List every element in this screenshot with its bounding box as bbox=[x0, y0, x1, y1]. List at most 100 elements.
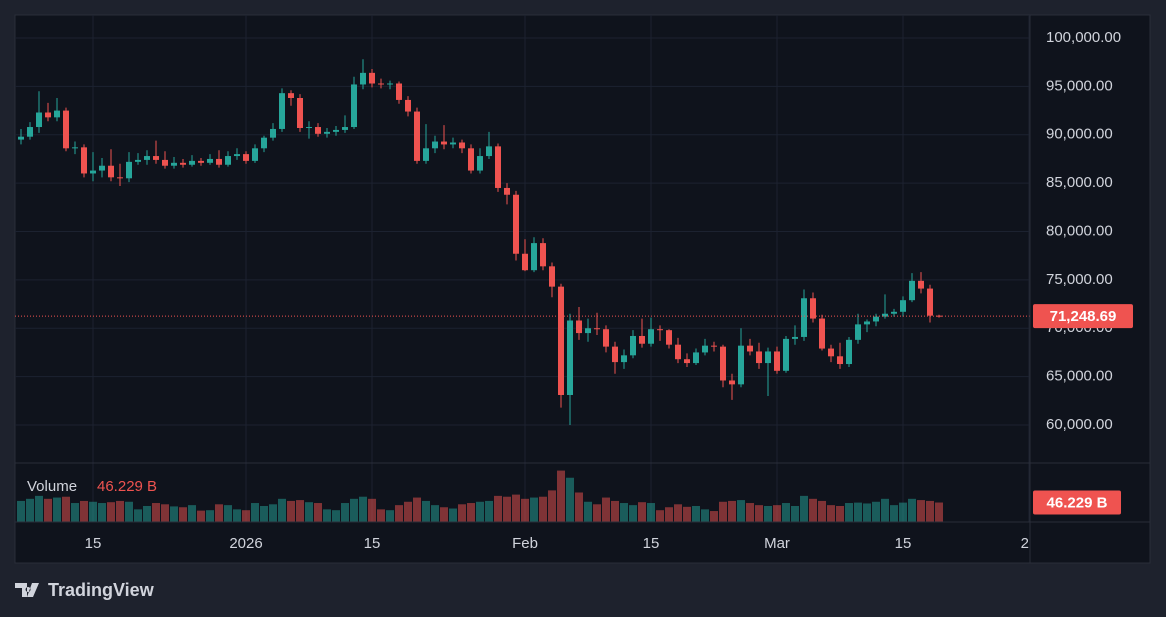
candle-body bbox=[891, 311, 897, 314]
volume-bar bbox=[305, 502, 313, 522]
candle-body bbox=[306, 127, 312, 129]
volume-bar bbox=[773, 505, 781, 522]
candle-body bbox=[261, 137, 267, 149]
volume-bar bbox=[269, 504, 277, 522]
axes: 60,000.0065,000.0070,000.0075,000.0080,0… bbox=[1033, 29, 1133, 515]
volume-bar bbox=[107, 502, 115, 522]
volume-bar bbox=[278, 498, 286, 522]
candle-body bbox=[333, 129, 339, 132]
volume-bar bbox=[287, 500, 295, 522]
candle-body bbox=[702, 345, 708, 353]
candle-body bbox=[216, 158, 222, 165]
volume-bar bbox=[827, 505, 835, 522]
candle-body bbox=[549, 266, 555, 287]
volume-bar bbox=[404, 501, 412, 522]
volume-bar bbox=[449, 508, 457, 522]
candle-body bbox=[765, 351, 771, 364]
candle-body bbox=[918, 280, 924, 289]
x-tick-label: Mar bbox=[764, 535, 790, 552]
volume-bar bbox=[872, 501, 880, 522]
candle-body bbox=[324, 131, 330, 134]
volume-bar bbox=[512, 494, 520, 522]
candle-body bbox=[288, 93, 294, 99]
candle-body bbox=[243, 154, 249, 161]
volume-bar bbox=[638, 502, 646, 522]
candle-body bbox=[180, 162, 186, 165]
volume-bar bbox=[575, 492, 583, 522]
volume-bar bbox=[440, 507, 448, 522]
volume-bar bbox=[674, 504, 682, 522]
candle-body bbox=[54, 110, 60, 118]
candle-body bbox=[486, 146, 492, 157]
candle-body bbox=[459, 142, 465, 149]
logo[interactable]: TradingView bbox=[15, 580, 155, 600]
candle-body bbox=[153, 156, 159, 160]
candle-body bbox=[810, 298, 816, 319]
x-tick-label: 15 bbox=[895, 535, 912, 552]
candle-body bbox=[441, 141, 447, 145]
candle-body bbox=[495, 146, 501, 188]
candle-body bbox=[909, 280, 915, 301]
volume-bar bbox=[593, 504, 601, 522]
volume-bar bbox=[719, 501, 727, 522]
candle-body bbox=[819, 318, 825, 349]
chart-background bbox=[14, 14, 1151, 564]
candle-body bbox=[900, 300, 906, 312]
candle-body bbox=[432, 141, 438, 149]
plot-area: 15 2026 15 Feb 15 Mar 15 29 bbox=[15, 59, 1038, 552]
candle-body bbox=[45, 112, 51, 118]
volume-bar bbox=[89, 501, 97, 522]
volume-bar bbox=[665, 507, 673, 522]
candle-body bbox=[63, 110, 69, 149]
candle-body bbox=[108, 165, 114, 178]
candle-body bbox=[423, 148, 429, 161]
candle-body bbox=[207, 158, 213, 163]
candle-body bbox=[684, 359, 690, 364]
candle-body bbox=[792, 336, 798, 339]
candle-body bbox=[729, 380, 735, 385]
last-volume-label: 46.229 B bbox=[1047, 494, 1108, 511]
volume-bar bbox=[530, 497, 538, 522]
candle-body bbox=[873, 316, 879, 322]
volume-bar bbox=[251, 503, 259, 522]
volume-bar bbox=[782, 503, 790, 522]
volume-bar bbox=[233, 509, 241, 522]
candle-body bbox=[369, 72, 375, 84]
candle-body bbox=[639, 335, 645, 344]
candle-body bbox=[99, 165, 105, 171]
volume-bar bbox=[44, 498, 52, 522]
volume-bar bbox=[386, 510, 394, 522]
brand[interactable]: TradingView bbox=[48, 580, 155, 600]
candle-body bbox=[90, 170, 96, 174]
y-tick-label: 100,000.00 bbox=[1046, 29, 1121, 46]
volume-bar bbox=[143, 505, 151, 522]
logo-icon[interactable] bbox=[15, 583, 39, 597]
volume-bar bbox=[422, 500, 430, 522]
candle-body bbox=[450, 142, 456, 145]
volume-bar bbox=[701, 509, 709, 522]
candle-body bbox=[864, 321, 870, 325]
candle-body bbox=[648, 329, 654, 344]
volume-bar bbox=[260, 505, 268, 522]
candle-body bbox=[18, 136, 24, 140]
candle-body bbox=[801, 298, 807, 337]
volume-bar bbox=[224, 505, 232, 522]
volume-bar bbox=[692, 505, 700, 522]
x-tick-label: 29 bbox=[1021, 535, 1038, 552]
volume-bar bbox=[656, 510, 664, 522]
volume-bar bbox=[548, 490, 556, 522]
x-tick-label: Feb bbox=[512, 535, 538, 552]
candle-body bbox=[846, 339, 852, 365]
candle-body bbox=[567, 320, 573, 395]
y-tick-label: 65,000.00 bbox=[1046, 368, 1113, 385]
volume-bar bbox=[584, 501, 592, 522]
y-tick-label: 75,000.00 bbox=[1046, 271, 1113, 288]
candle-body bbox=[666, 330, 672, 345]
candle-body bbox=[594, 328, 600, 330]
volume-bar bbox=[863, 503, 871, 522]
volume-bar bbox=[431, 505, 439, 522]
candle-body bbox=[882, 313, 888, 317]
candle-body bbox=[504, 187, 510, 195]
x-tick-label: 15 bbox=[85, 535, 102, 552]
